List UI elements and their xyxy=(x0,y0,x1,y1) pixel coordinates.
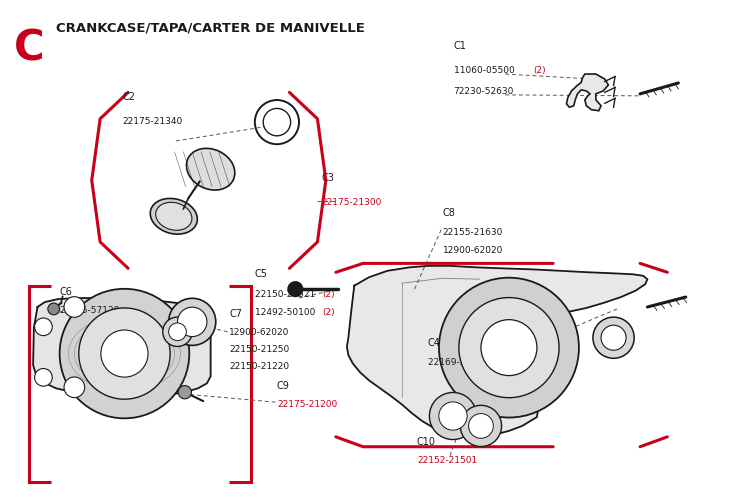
Circle shape xyxy=(60,289,189,418)
Text: CRANKCASE/TAPA/CARTER DE MANIVELLE: CRANKCASE/TAPA/CARTER DE MANIVELLE xyxy=(56,21,365,34)
Text: (2): (2) xyxy=(323,290,335,299)
Text: C10: C10 xyxy=(417,437,436,447)
Text: C1: C1 xyxy=(454,41,466,51)
Circle shape xyxy=(64,377,85,398)
Text: 22115-57120: 22115-57120 xyxy=(60,306,120,315)
Circle shape xyxy=(459,298,559,398)
Text: 12492-50100: 12492-50100 xyxy=(255,308,318,317)
Circle shape xyxy=(177,307,207,336)
Circle shape xyxy=(439,402,467,430)
Text: (4): (4) xyxy=(496,357,508,366)
Polygon shape xyxy=(566,74,608,111)
Text: C: C xyxy=(14,28,44,70)
Text: 12900-62020: 12900-62020 xyxy=(229,328,289,337)
Circle shape xyxy=(64,297,85,317)
Circle shape xyxy=(35,318,52,335)
Text: C6: C6 xyxy=(60,287,72,297)
Text: (2): (2) xyxy=(323,308,335,317)
Circle shape xyxy=(481,320,537,376)
Text: 11060-05500: 11060-05500 xyxy=(454,66,517,75)
Text: 72230-52630: 72230-52630 xyxy=(454,87,514,96)
Polygon shape xyxy=(33,298,210,396)
Circle shape xyxy=(288,282,303,297)
Ellipse shape xyxy=(156,202,192,230)
Ellipse shape xyxy=(187,148,235,190)
Text: 22175-21300: 22175-21300 xyxy=(321,198,382,207)
Circle shape xyxy=(178,386,191,399)
Text: 12900-62020: 12900-62020 xyxy=(443,246,503,254)
Text: 22155-21630: 22155-21630 xyxy=(443,228,503,237)
Text: C2: C2 xyxy=(123,92,135,102)
Text: C5: C5 xyxy=(255,269,268,279)
Circle shape xyxy=(593,317,634,358)
Text: (2): (2) xyxy=(534,66,546,75)
Circle shape xyxy=(461,406,502,446)
Text: C4: C4 xyxy=(428,337,441,348)
Circle shape xyxy=(79,308,170,399)
Text: C8: C8 xyxy=(443,208,455,218)
Circle shape xyxy=(469,414,493,438)
Ellipse shape xyxy=(151,198,197,234)
Polygon shape xyxy=(347,266,647,437)
Text: 22152-21501: 22152-21501 xyxy=(417,456,477,465)
Circle shape xyxy=(263,108,291,136)
Circle shape xyxy=(430,393,477,439)
Text: 22150-21521: 22150-21521 xyxy=(255,290,318,299)
Circle shape xyxy=(35,369,52,386)
Circle shape xyxy=(163,317,192,346)
Circle shape xyxy=(439,278,579,417)
Text: C9: C9 xyxy=(277,381,290,391)
Circle shape xyxy=(169,298,215,345)
Circle shape xyxy=(101,330,148,377)
Text: C3: C3 xyxy=(321,173,334,183)
Text: 22169-21910: 22169-21910 xyxy=(428,357,492,366)
Text: C7: C7 xyxy=(229,309,242,319)
Text: 22150-21250: 22150-21250 xyxy=(229,345,289,354)
Text: 22175-21340: 22175-21340 xyxy=(123,117,182,126)
Circle shape xyxy=(48,303,60,315)
Text: 22150-21220: 22150-21220 xyxy=(229,362,289,371)
Circle shape xyxy=(169,323,186,340)
Text: 22175-21200: 22175-21200 xyxy=(277,400,337,409)
Circle shape xyxy=(601,325,626,350)
